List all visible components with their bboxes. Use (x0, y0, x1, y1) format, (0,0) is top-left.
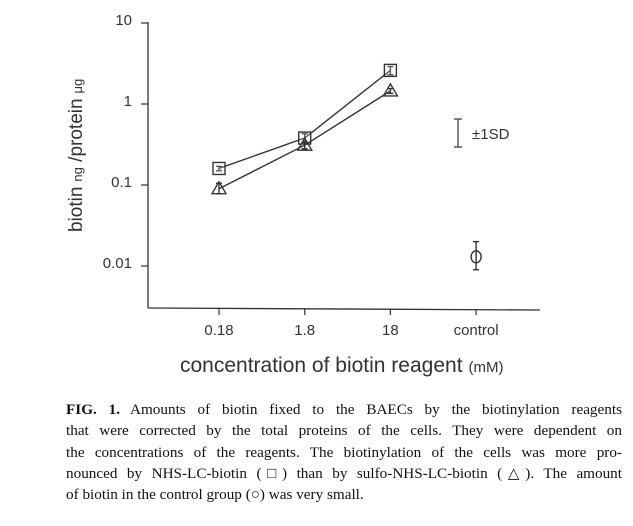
x-tick-label: 1.8 (294, 322, 315, 339)
y-tick-label: 1 (124, 93, 132, 110)
axes (147, 22, 541, 311)
data-point-triangle (296, 136, 313, 151)
caption-line: nounced by NHS-LC-biotin (□) than by sul… (66, 464, 622, 482)
y-tick-label: 0.1 (111, 174, 132, 191)
series-circle (470, 240, 482, 271)
x-axis (147, 307, 541, 311)
y-tick-label: 0.01 (103, 255, 132, 272)
data-point-triangle (382, 82, 399, 97)
data-point-triangle (210, 180, 228, 195)
caption-label: FIG. 1. (66, 401, 121, 418)
chart: 10 1 0.1 0.01 0.18 1.8 18 control ±1SD biotinn… (66, 12, 541, 377)
sd-legend (454, 118, 462, 148)
caption-line: the concentrations of the reagents. The … (66, 443, 622, 461)
x-tick-label: control (454, 322, 499, 339)
sd-legend-label: ±1SD (472, 126, 510, 143)
series-square (212, 63, 398, 176)
y-axis-label: biotinng /proteinμg (66, 79, 87, 232)
data-point-circle (470, 250, 482, 264)
data-point-square (212, 161, 226, 176)
caption-line: that were corrected by the total protein… (66, 422, 622, 440)
x-axis-label: concentration of biotin reagent (mM) (180, 354, 504, 377)
caption-line: of biotin in the control group (○) was v… (66, 486, 364, 504)
data-point-square (383, 63, 398, 78)
series-line (218, 69, 391, 170)
x-tick-label: 0.18 (204, 322, 233, 339)
caption-line: FIG. 1. Amounts of biotin fixed to the BA… (66, 401, 622, 418)
y-tick-label: 10 (115, 12, 132, 29)
series-triangle (210, 82, 399, 195)
x-tick-label: 18 (382, 322, 399, 339)
figure-caption: FIG. 1. Amounts of biotin fixed to the BA… (66, 399, 622, 505)
